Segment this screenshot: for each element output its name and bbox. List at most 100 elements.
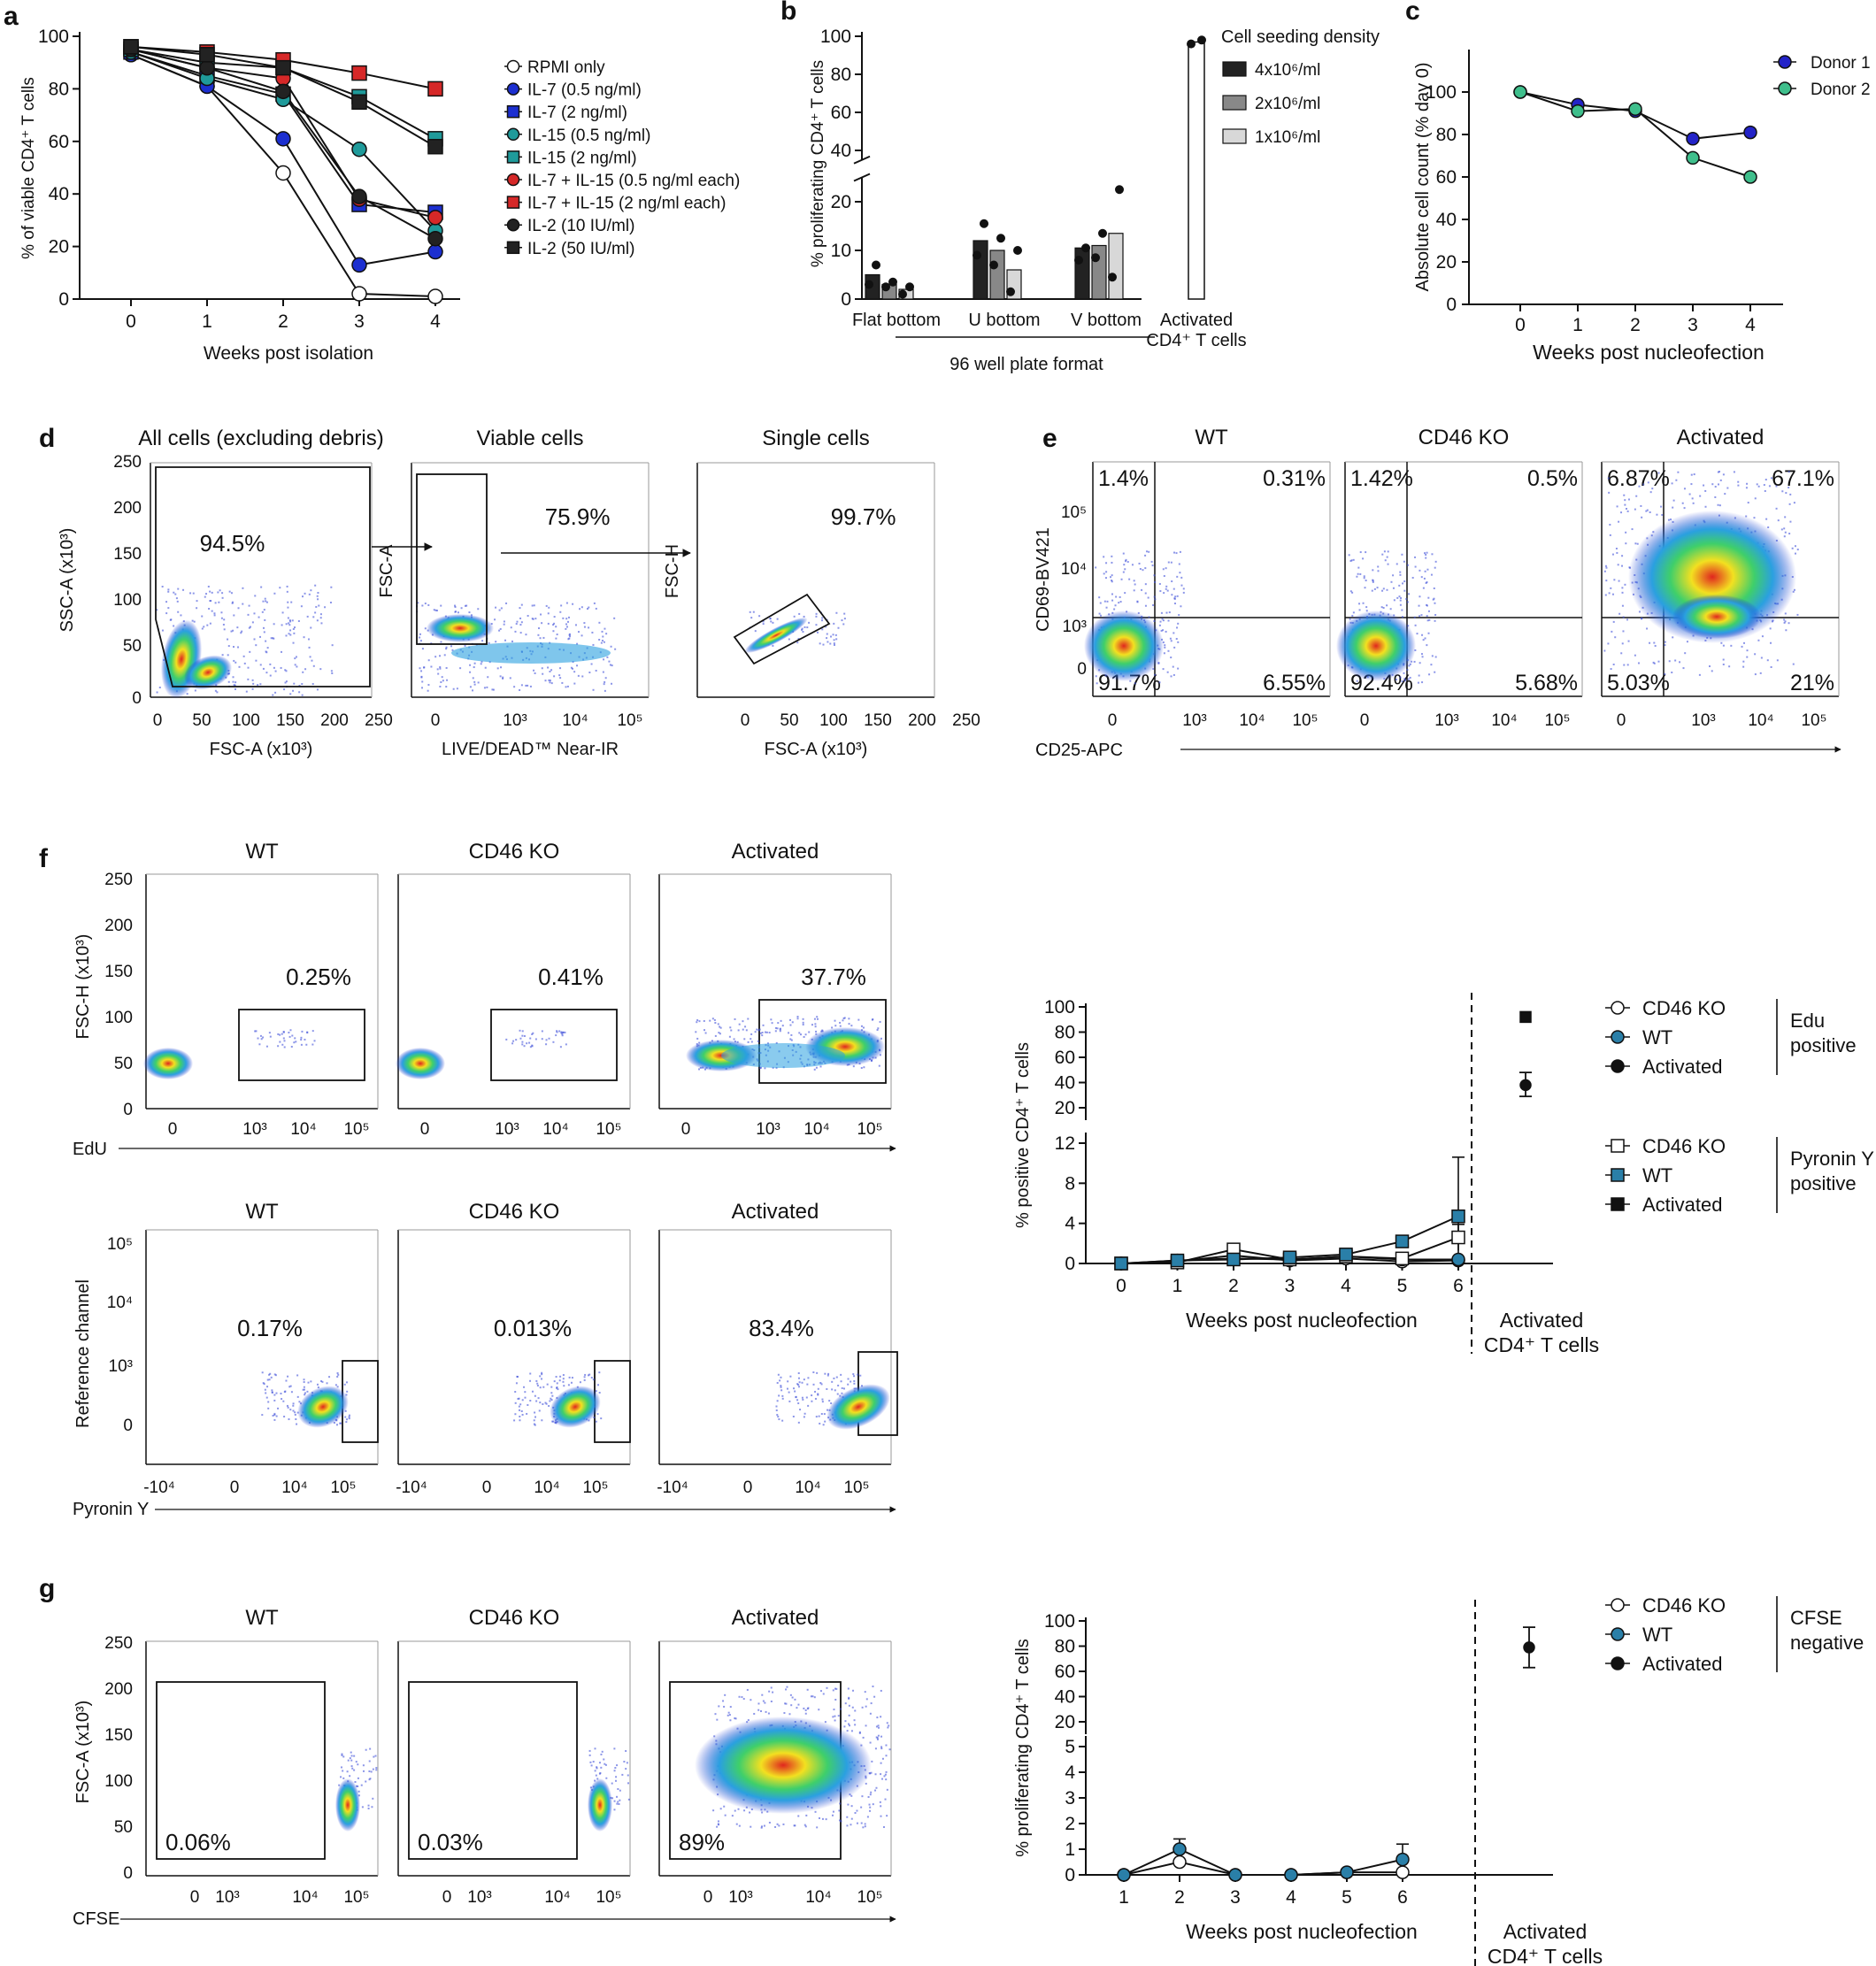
data-point	[865, 280, 873, 289]
scatter-dot	[196, 600, 198, 603]
scatter-dot	[719, 1026, 722, 1029]
scatter-dot	[842, 623, 845, 626]
scatter-dot	[291, 619, 294, 622]
scatter-dot	[760, 1826, 763, 1829]
scatter-dot	[315, 605, 318, 608]
scatter-dot	[227, 645, 230, 648]
scatter-dot	[520, 1409, 523, 1412]
scatter-dot	[234, 687, 236, 690]
scatter-dot	[803, 615, 805, 618]
x-tick-label: 5	[1397, 1276, 1408, 1296]
scatter-dot	[611, 682, 613, 685]
y-tick-label: 5	[1065, 1737, 1075, 1757]
scatter-dot	[793, 1387, 796, 1390]
scatter-dot	[852, 1373, 855, 1376]
scatter-dot	[560, 1032, 563, 1034]
scatter-dot	[862, 1826, 865, 1829]
scatter-dot	[539, 1402, 542, 1404]
scatter-dot	[335, 1424, 338, 1426]
scatter-dot	[357, 1763, 359, 1766]
scatter-dot	[441, 676, 443, 679]
scatter-dot	[216, 691, 219, 694]
scatter-dot	[1677, 471, 1680, 473]
scatter-dot	[420, 675, 423, 678]
x-tick-label: 250	[365, 711, 393, 730]
scatter-dot	[774, 1825, 777, 1828]
data-point	[1091, 253, 1100, 263]
x-tick-label: 10⁵	[596, 1120, 621, 1139]
data-point	[1743, 170, 1757, 184]
scatter-dot	[1788, 533, 1791, 535]
y-tick-label: 250	[113, 453, 142, 472]
scatter-dot	[518, 1405, 520, 1408]
scatter-dot	[289, 1029, 292, 1032]
scatter-dot	[1653, 641, 1656, 644]
scatter-dot	[1704, 505, 1707, 508]
bar	[1108, 233, 1124, 300]
scatter-dot	[541, 622, 543, 625]
data-point	[881, 282, 890, 292]
scatter-dot	[597, 1384, 600, 1386]
scatter-dot	[611, 1782, 613, 1785]
scatter-dot	[1165, 587, 1167, 590]
scatter-dot	[257, 1037, 259, 1040]
scatter-dot	[287, 606, 289, 609]
scatter-dot	[833, 1709, 835, 1711]
scatter-dot	[1770, 665, 1772, 668]
scatter-dot	[261, 611, 264, 613]
scatter-dot	[556, 1031, 558, 1033]
scatter-dot	[803, 1824, 806, 1826]
legend-group-label: positive	[1790, 1172, 1857, 1194]
scatter-dot	[1613, 579, 1616, 581]
scatter-dot	[533, 1423, 535, 1425]
scatter-dot	[232, 676, 234, 679]
scatter-dot	[819, 1422, 821, 1425]
legend-label: IL-7 (0.5 ng/ml)	[527, 81, 642, 100]
scatter-dot	[1422, 639, 1425, 641]
x-tick-label: 10⁵	[617, 711, 642, 730]
x-tick-label: 0	[126, 311, 136, 332]
x-axis-label: Weeks post nucleofection	[1186, 1920, 1418, 1943]
data-point	[1115, 185, 1124, 195]
scatter-dot	[285, 670, 288, 672]
scatter-dot	[1616, 551, 1618, 554]
scatter-dot	[757, 1709, 760, 1711]
scatter-dot	[579, 1381, 581, 1384]
scatter-dot	[749, 1811, 751, 1814]
scatter-dot	[550, 669, 553, 672]
scatter-dot	[262, 1036, 265, 1039]
scatter-dot	[443, 654, 446, 657]
scatter-dot	[742, 1020, 744, 1023]
scatter-dot	[756, 1028, 758, 1031]
scatter-dot	[1408, 593, 1411, 595]
scatter-dot	[304, 1038, 306, 1041]
scatter-dot	[1172, 673, 1175, 676]
scatter-dot	[1427, 596, 1430, 599]
scatter-dot	[776, 1381, 779, 1384]
scatter-dot	[1177, 667, 1180, 670]
scatter-dot	[511, 640, 513, 642]
scatter-dot	[769, 618, 772, 620]
scatter-dot	[419, 633, 421, 635]
scatter-dot	[1775, 507, 1778, 510]
scatter-dot	[866, 1816, 869, 1818]
scatter-dot	[340, 1766, 342, 1769]
scatter-dot	[1671, 482, 1673, 485]
scatter-dot	[781, 1419, 784, 1422]
scatter-dot	[1730, 644, 1733, 647]
data-point	[275, 83, 291, 100]
scatter-dot	[1682, 667, 1685, 670]
scatter-dot	[880, 1778, 883, 1780]
y-axis-label: FSC-A	[377, 544, 396, 598]
y-tick-label: 50	[123, 637, 142, 656]
scatter-dot	[815, 1066, 818, 1069]
scatter-dot	[1390, 580, 1393, 583]
scatter-dot	[331, 644, 334, 647]
scatter-dot	[534, 1394, 536, 1397]
scatter-dot	[1661, 513, 1664, 516]
scatter-dot	[750, 1038, 752, 1041]
scatter-dot	[292, 689, 295, 692]
scatter-dot	[500, 607, 503, 610]
scatter-dot	[367, 1807, 370, 1809]
